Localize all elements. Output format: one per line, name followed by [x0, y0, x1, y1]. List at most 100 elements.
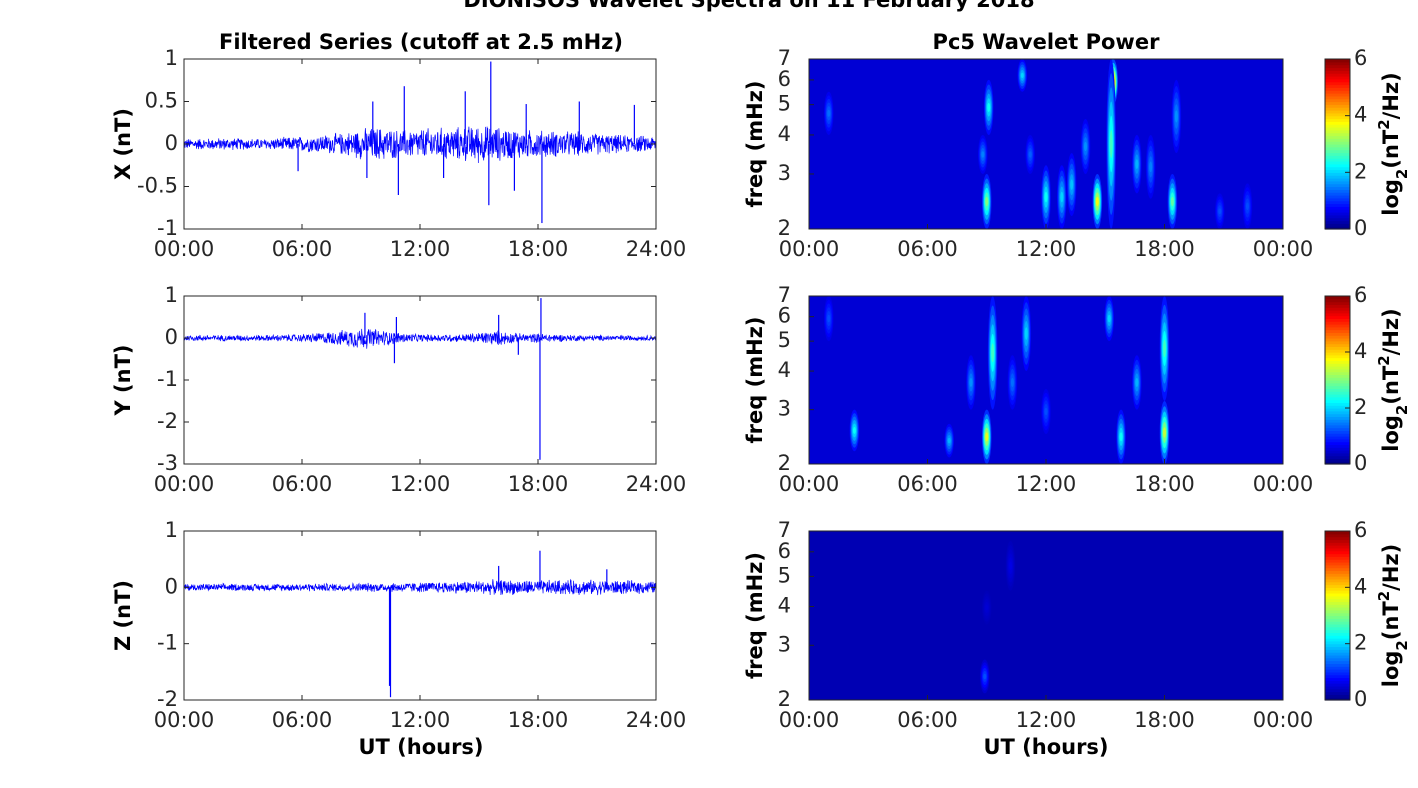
burst-contour: [1084, 141, 1087, 152]
wavelet-burst-13: [823, 296, 834, 342]
wavelet-burst-17: [1242, 183, 1253, 230]
right-x-axis-label: UT (hours): [983, 735, 1108, 759]
colorbar-step: [1325, 212, 1350, 216]
burst-contour: [981, 151, 985, 158]
colorbar-step: [1325, 307, 1350, 311]
colorbar-step: [1325, 587, 1350, 591]
burst-contour: [1135, 159, 1139, 170]
colorbar-step: [1325, 441, 1350, 445]
colorbar-step: [1325, 553, 1350, 557]
colorbar-step: [1325, 346, 1350, 350]
series-line-z: [183, 578, 657, 596]
burst-contour: [1070, 179, 1074, 190]
colorbar-step: [1325, 542, 1350, 546]
colorbar-step: [1325, 206, 1350, 210]
colorbar-tick-label: 4: [1354, 574, 1367, 598]
x-tick-label: 12:00: [1016, 472, 1077, 496]
colorbar-step: [1325, 310, 1350, 314]
colorbar-step: [1325, 635, 1350, 639]
x-tick-label: 12:00: [1016, 237, 1077, 261]
colorbar-tick-label: 2: [1354, 395, 1367, 419]
colorbar-step: [1325, 340, 1350, 345]
y-tick-label: -0.5: [137, 174, 178, 198]
colorbar-step: [1325, 377, 1350, 381]
left-column-title: Filtered Series (cutoff at 2.5 mHz): [219, 30, 623, 54]
y-tick-label: 6: [778, 67, 791, 91]
colorbar-step: [1325, 592, 1350, 597]
colorbar-label: log2(nT2/Hz): [1375, 308, 1411, 452]
colorbar-step: [1325, 175, 1350, 179]
burst-contour: [1095, 196, 1099, 207]
colorbar-step: [1325, 394, 1350, 398]
colorbar-step: [1325, 626, 1350, 631]
colorbar-step: [1325, 200, 1350, 205]
colorbar-step: [1325, 112, 1350, 117]
colorbar-step: [1325, 573, 1350, 577]
colorbar-step: [1325, 547, 1350, 552]
wavelet-burst-14: [1080, 118, 1091, 174]
colorbar-step: [1325, 304, 1350, 308]
colorbar-step: [1325, 161, 1350, 165]
y-tick-label: 1: [165, 283, 178, 307]
y-tick-label: 3: [778, 161, 791, 185]
colorbar-step: [1325, 680, 1350, 684]
colorbar-step: [1325, 612, 1350, 617]
wavelet-burst-6: [1041, 165, 1051, 230]
wavelet-burst-8: [1066, 153, 1077, 217]
y-tick-label: 0.5: [145, 89, 178, 113]
wavelet-burst-10: [1167, 173, 1178, 229]
colorbar-step: [1325, 433, 1350, 437]
colorbar-step: [1325, 646, 1350, 650]
colorbar-step: [1325, 385, 1350, 389]
y-tick-label: -1: [157, 631, 178, 655]
colorbar-step: [1325, 366, 1350, 370]
colorbar-step: [1325, 312, 1350, 317]
burst-contour: [1044, 191, 1048, 203]
y-tick-label: 5: [778, 328, 791, 352]
x-tick-label: 00:00: [154, 237, 215, 261]
x-tick-label: 18:00: [1134, 237, 1195, 261]
colorbar-step: [1325, 419, 1350, 423]
y-tick-label: 7: [778, 283, 791, 307]
burst-contour: [1008, 561, 1012, 570]
colorbar-step: [1325, 550, 1350, 555]
x-tick-label: 00:00: [779, 472, 840, 496]
colorbar-step: [1325, 321, 1350, 325]
heatmap-background: [809, 296, 1283, 464]
colorbar-step: [1325, 329, 1350, 333]
burst-contour: [1119, 432, 1123, 442]
colorbar-step: [1325, 584, 1350, 588]
wavelet-burst-16: [1215, 193, 1225, 229]
colorbar-step: [1325, 663, 1350, 667]
wavelet-burst-1: [987, 296, 998, 410]
wavelet-burst-7: [1057, 165, 1067, 230]
burst-contour: [983, 673, 987, 680]
y-tick-label: 2: [778, 216, 791, 240]
colorbar-step: [1325, 430, 1350, 434]
burst-contour: [1170, 196, 1174, 207]
colorbar-label: log2(nT2/Hz): [1375, 72, 1411, 216]
colorbar-step: [1325, 410, 1350, 415]
colorbar-step: [1325, 438, 1350, 443]
heatmap-background: [809, 531, 1283, 700]
x-tick-label: 12:00: [390, 472, 451, 496]
wavelet-burst-5: [1017, 59, 1028, 92]
series-line-x: [183, 126, 657, 163]
burst-contour: [1135, 377, 1139, 387]
y-tick-label: 6: [778, 304, 791, 328]
colorbar-step: [1325, 354, 1350, 359]
colorbar: 0 2 4 6 log2(nT2/Hz): [1324, 518, 1411, 711]
colorbar-step: [1325, 666, 1350, 670]
colorbar-step: [1325, 461, 1350, 465]
colorbar-step: [1325, 671, 1350, 676]
colorbar-step: [1325, 649, 1350, 653]
colorbar-step: [1325, 559, 1350, 563]
colorbar-step: [1325, 697, 1350, 701]
y-tick-label: 7: [778, 46, 791, 70]
colorbar-step: [1325, 539, 1350, 543]
wavelet-burst-9: [1132, 134, 1142, 194]
burst-contour: [1163, 339, 1166, 358]
colorbar-step: [1325, 677, 1350, 681]
